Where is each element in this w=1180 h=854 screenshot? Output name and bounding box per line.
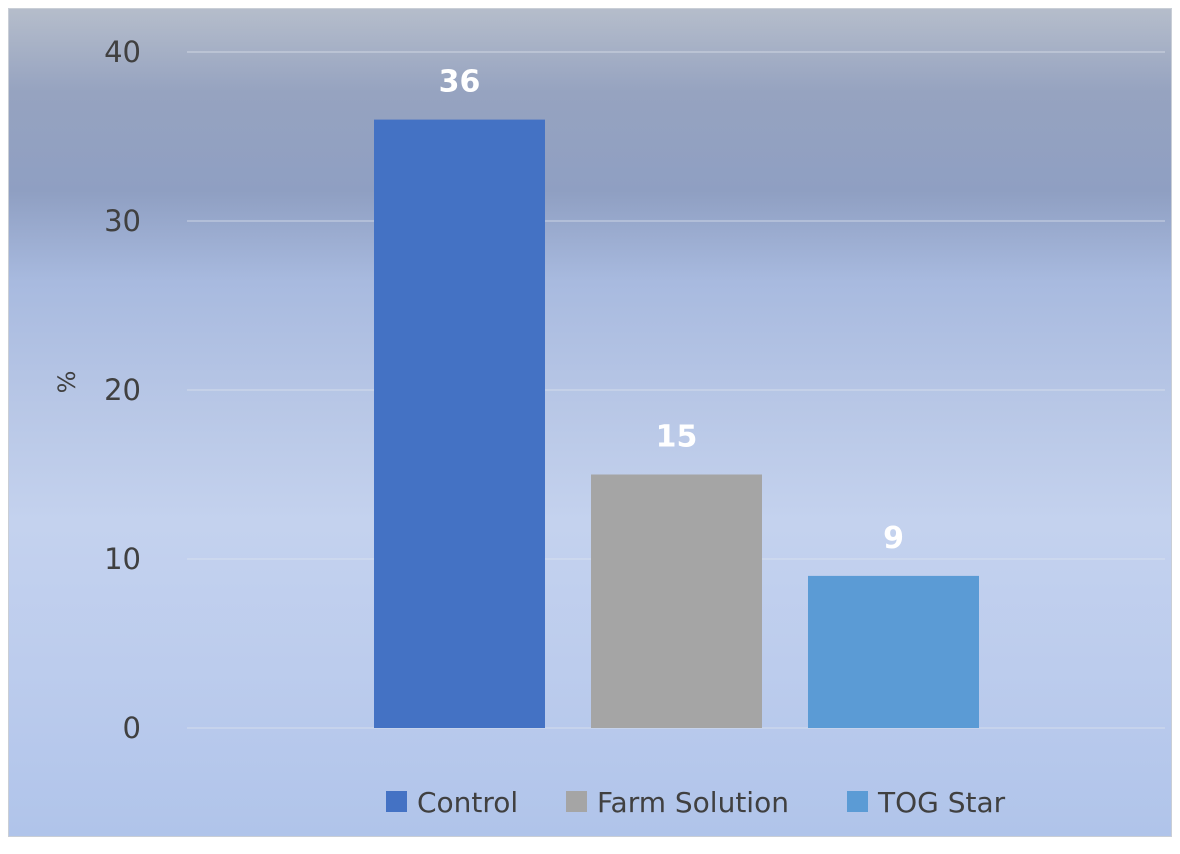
chart-area: 0 10 20 30 40 % 36 15 9 Control Farm Solution TO… <box>8 8 1172 837</box>
data-label: 15 <box>656 420 698 455</box>
y-axis-ticks: 0 10 20 30 40 <box>104 35 141 745</box>
gridlines <box>187 51 1165 729</box>
legend-item: TOG Star <box>847 786 1006 819</box>
legend-label: Farm Solution <box>597 786 789 819</box>
bar-tog-star <box>808 575 979 728</box>
legend-label: Control <box>417 786 518 819</box>
legend-item: Control <box>386 786 518 819</box>
bar-farm-solution <box>591 474 762 728</box>
y-tick-label: 0 <box>123 711 141 745</box>
y-axis-title: % <box>53 371 81 394</box>
data-label: 9 <box>883 521 904 556</box>
bars <box>374 119 979 729</box>
y-tick-label: 10 <box>104 542 141 576</box>
data-labels: 36 15 9 <box>439 65 904 556</box>
y-tick-label: 20 <box>104 373 141 407</box>
legend-label: TOG Star <box>877 786 1006 819</box>
bar-control <box>374 119 545 729</box>
legend: Control Farm Solution TOG Star <box>386 786 1006 819</box>
legend-swatch <box>847 791 868 812</box>
bar-chart: 0 10 20 30 40 % 36 15 9 Control Farm Solution TO… <box>53 35 1165 819</box>
y-tick-label: 40 <box>104 35 141 69</box>
legend-item: Farm Solution <box>566 786 789 819</box>
data-label: 36 <box>439 65 481 100</box>
y-tick-label: 30 <box>104 204 141 238</box>
legend-swatch <box>386 791 407 812</box>
legend-swatch <box>566 791 587 812</box>
